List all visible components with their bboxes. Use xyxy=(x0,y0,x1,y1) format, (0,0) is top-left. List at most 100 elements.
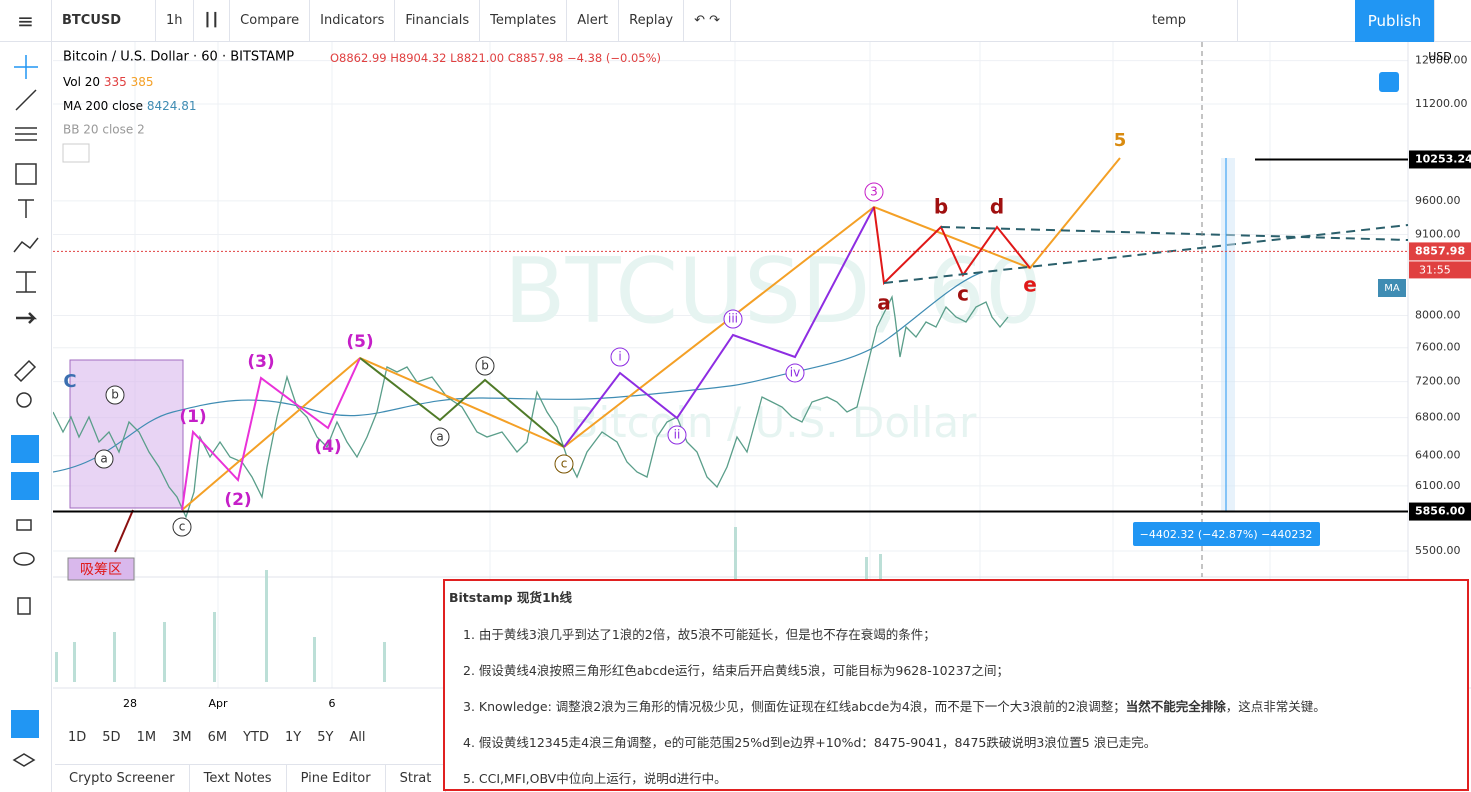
zone-label: 吸筹区 xyxy=(80,561,122,578)
ruler-tool[interactable] xyxy=(13,359,37,383)
ma-tag: MA xyxy=(1384,283,1400,294)
note-item: 5. CCI,MFI,OBV中位向上运行，说明d进行中。 xyxy=(463,771,727,786)
watermark-symbol: BTCUSD, 60 xyxy=(504,239,1042,344)
countdown: 31:55 xyxy=(1419,263,1451,276)
wave-label: C xyxy=(63,371,76,392)
watchlist-tool[interactable] xyxy=(11,710,39,738)
templates[interactable]: Templates xyxy=(480,0,568,42)
price-tick-label: 6800.00 xyxy=(1415,411,1461,424)
wave-label: d xyxy=(990,195,1004,219)
visibility-tool[interactable] xyxy=(13,552,35,566)
cursor-tool[interactable] xyxy=(14,55,38,79)
wave-circle xyxy=(667,425,687,445)
wave-label: iii xyxy=(728,312,738,326)
wave-label: (5) xyxy=(346,332,373,352)
bottom-tab[interactable]: Strat xyxy=(386,765,447,792)
wave-circle xyxy=(554,454,574,474)
bottom-tab[interactable]: Pine Editor xyxy=(287,765,386,792)
range-bar: 1D 5D 1M 3M 6M YTD 1Y 5Y All xyxy=(60,726,374,749)
range-button[interactable]: 1D xyxy=(68,730,87,745)
layers-tool[interactable] xyxy=(12,753,36,767)
shape-tool[interactable] xyxy=(15,163,37,185)
wave-circle xyxy=(475,356,495,376)
time-axis: 28 Apr 6 xyxy=(123,697,336,710)
measure-tool[interactable] xyxy=(16,271,36,293)
zoom-tool[interactable] xyxy=(16,392,32,408)
replay[interactable]: Replay xyxy=(619,0,685,42)
countdown-box xyxy=(1409,261,1471,279)
range-button[interactable]: 1Y xyxy=(284,730,302,745)
collapse-legend[interactable] xyxy=(62,143,90,163)
wave-label: 5 xyxy=(1114,130,1127,151)
pattern-tool[interactable] xyxy=(13,237,39,253)
interval[interactable]: 1h xyxy=(156,0,194,42)
price-tick-label: 6400.00 xyxy=(1415,449,1461,462)
lock-draw-tool[interactable] xyxy=(11,472,39,500)
fib-tool[interactable] xyxy=(15,127,37,141)
green-wave xyxy=(359,357,565,448)
purple-wave xyxy=(563,206,875,448)
wave-label: 3 xyxy=(870,185,878,199)
triangle-upper xyxy=(940,226,1409,241)
ma-label: MA 200 close 8424.81 xyxy=(63,99,196,113)
symbol[interactable]: BTCUSD xyxy=(52,0,156,42)
wave-label: c xyxy=(561,457,568,471)
legend-title: Bitcoin / U.S. Dollar · 60 · BITSTAMP xyxy=(63,50,294,65)
triangle-lower xyxy=(883,224,1409,284)
range-button[interactable]: 1M xyxy=(136,730,157,745)
wave-label: iv xyxy=(790,366,800,380)
note-title: Bitstamp 现货1h线 xyxy=(449,590,573,605)
compare[interactable]: Compare xyxy=(230,0,311,42)
delete-tool[interactable] xyxy=(17,597,31,615)
price-marker-label: 10253.24 xyxy=(1415,152,1471,165)
price-tick-label: 8000.00 xyxy=(1415,308,1461,321)
price-marker xyxy=(1409,502,1471,521)
lock-tool[interactable] xyxy=(16,519,32,531)
wave-label: a xyxy=(100,452,107,466)
bottom-tab[interactable]: Text Notes xyxy=(190,765,287,792)
price-tick-label: 9600.00 xyxy=(1415,194,1461,207)
chart-style[interactable]: ┃┃ xyxy=(194,0,231,42)
currency[interactable]: USD xyxy=(1428,50,1452,63)
wave-circle xyxy=(785,363,805,383)
financials[interactable]: Financials xyxy=(395,0,481,42)
undo[interactable]: ↶ ↷ xyxy=(684,0,732,42)
layout[interactable]: temp xyxy=(1142,0,1238,42)
range-button[interactable]: 5Y xyxy=(317,730,334,745)
fit-button[interactable] xyxy=(1379,72,1399,92)
wave-label: (1) xyxy=(179,407,206,427)
vol-b: 385 xyxy=(131,75,154,89)
wave-label: ii xyxy=(674,428,681,442)
wave-label: i xyxy=(618,350,621,364)
price-marker xyxy=(1409,242,1471,261)
price-tick-label: 6100.00 xyxy=(1415,479,1461,492)
bottom-tab[interactable]: Crypto Screener xyxy=(55,765,190,792)
wave-label: b xyxy=(934,195,948,219)
vol: Vol 20 xyxy=(63,75,100,89)
arrow-tool[interactable] xyxy=(16,312,38,324)
range-button[interactable]: 5D xyxy=(102,730,121,745)
price-axis: 5500.00 6100.00 6400.00 6800.00 7200.00 7600.… xyxy=(1415,54,1468,557)
red-triangle xyxy=(873,206,1031,286)
alert[interactable]: Alert xyxy=(567,0,620,42)
wave-label: c xyxy=(957,282,969,306)
ma-line xyxy=(53,271,984,473)
wave-circle xyxy=(864,182,884,202)
zone-arrow xyxy=(114,509,134,553)
magnet-tool[interactable] xyxy=(11,435,39,463)
publish[interactable]: Publish xyxy=(1355,0,1435,42)
note-item: 4. 假设黄线12345走4浪三角调整，e的可能范围25%d到e边界+10%d：… xyxy=(463,735,1157,750)
range-button[interactable]: 3M xyxy=(172,730,192,745)
range-button[interactable]: All xyxy=(349,730,366,745)
line-tool[interactable] xyxy=(15,89,37,111)
menu[interactable]: ≡ xyxy=(0,0,52,42)
bottom-tabs: Crypto Screener Text Notes Pine Editor Stra… xyxy=(55,764,455,792)
text-tool[interactable] xyxy=(18,199,34,218)
measure-box xyxy=(1221,158,1235,512)
range-button[interactable]: YTD xyxy=(243,730,269,745)
time-tick-label: Apr xyxy=(208,697,228,710)
indicators[interactable]: Indicators xyxy=(310,0,396,42)
legend: Bitcoin / U.S. Dollar · 60 · BITSTAMP O8… xyxy=(63,50,661,137)
tool-icons xyxy=(11,55,39,767)
range-button[interactable]: 6M xyxy=(207,730,228,745)
